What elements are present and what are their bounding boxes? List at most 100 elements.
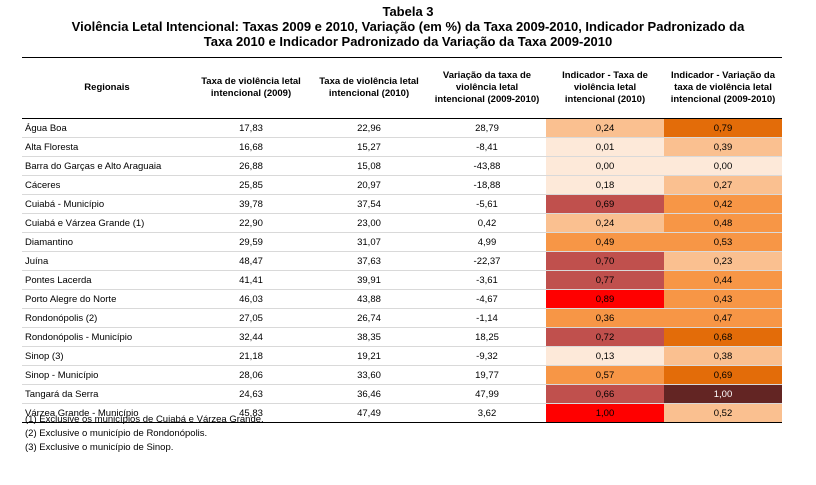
- cell-variacao: -43,88: [428, 156, 546, 176]
- cell-regional: Juína: [22, 251, 192, 271]
- footnote: (3) Exclusive o município de Sinop.: [25, 442, 174, 453]
- cell-variacao: 4,99: [428, 232, 546, 252]
- cell-variacao: -22,37: [428, 251, 546, 271]
- cell-taxa-2010: 19,21: [310, 346, 428, 366]
- cell-taxa-2010: 31,07: [310, 232, 428, 252]
- cell-indicador-variacao: 0,44: [664, 270, 782, 290]
- cell-taxa-2010: 37,54: [310, 194, 428, 214]
- cell-indicador-taxa: 0,57: [546, 365, 664, 385]
- cell-taxa-2010: 37,63: [310, 251, 428, 271]
- table-row: Tangará da Serra 24,63 36,46 47,99 0,66 1,00: [22, 384, 782, 404]
- cell-regional: Cuiabá e Várzea Grande (1): [22, 213, 192, 233]
- cell-taxa-2009: 46,03: [192, 289, 310, 309]
- header-regionais: Regionais: [84, 82, 130, 93]
- cell-taxa-2010: 20,97: [310, 175, 428, 195]
- cell-indicador-taxa: 0,70: [546, 251, 664, 271]
- cell-taxa-2009: 28,06: [192, 365, 310, 385]
- cell-regional: Sinop - Município: [22, 365, 192, 385]
- cell-indicador-variacao: 0,47: [664, 308, 782, 328]
- footnotes: (1) Exclusive os municípios de Cuiabá e …: [25, 413, 264, 455]
- cell-variacao: 47,99: [428, 384, 546, 404]
- data-table: Regionais Taxa de violência letal intenc…: [22, 57, 782, 423]
- cell-variacao: 18,25: [428, 327, 546, 347]
- cell-taxa-2009: 48,47: [192, 251, 310, 271]
- cell-taxa-2009: 22,90: [192, 213, 310, 233]
- cell-variacao: 0,42: [428, 213, 546, 233]
- header-taxa-2009: Taxa de violência letal intencional (200…: [201, 76, 301, 99]
- cell-regional: Pontes Lacerda: [22, 270, 192, 290]
- cell-taxa-2010: 15,08: [310, 156, 428, 176]
- cell-indicador-taxa: 0,89: [546, 289, 664, 309]
- cell-regional: Cáceres: [22, 175, 192, 195]
- cell-variacao: 19,77: [428, 365, 546, 385]
- cell-variacao: -4,67: [428, 289, 546, 309]
- table-row: Cuiabá - Município 39,78 37,54 -5,61 0,69 0,4…: [22, 194, 782, 214]
- cell-taxa-2009: 25,85: [192, 175, 310, 195]
- table-body: Água Boa 17,83 22,96 28,79 0,24 0,79 Alta Flor…: [22, 118, 782, 423]
- cell-taxa-2010: 26,74: [310, 308, 428, 328]
- cell-taxa-2010: 38,35: [310, 327, 428, 347]
- cell-taxa-2010: 22,96: [310, 118, 428, 138]
- cell-indicador-variacao: 0,38: [664, 346, 782, 366]
- cell-regional: Cuiabá - Município: [22, 194, 192, 214]
- cell-indicador-variacao: 0,43: [664, 289, 782, 309]
- cell-indicador-taxa: 0,24: [546, 118, 664, 138]
- cell-indicador-variacao: 0,39: [664, 137, 782, 157]
- cell-taxa-2009: 24,63: [192, 384, 310, 404]
- cell-indicador-taxa: 0,24: [546, 213, 664, 233]
- cell-taxa-2009: 32,44: [192, 327, 310, 347]
- cell-indicador-variacao: 1,00: [664, 384, 782, 404]
- cell-taxa-2009: 21,18: [192, 346, 310, 366]
- table-row: Água Boa 17,83 22,96 28,79 0,24 0,79: [22, 118, 782, 138]
- cell-regional: Água Boa: [22, 118, 192, 138]
- cell-variacao: -1,14: [428, 308, 546, 328]
- cell-indicador-variacao: 0,42: [664, 194, 782, 214]
- table-row: Barra do Garças e Alto Araguaia 26,88 15,0…: [22, 156, 782, 176]
- cell-indicador-variacao: 0,79: [664, 118, 782, 138]
- cell-regional: Sinop (3): [22, 346, 192, 366]
- cell-indicador-taxa: 0,36: [546, 308, 664, 328]
- cell-indicador-variacao: 0,00: [664, 156, 782, 176]
- cell-regional: Porto Alegre do Norte: [22, 289, 192, 309]
- table-title-line-1: Violência Letal Intencional: Taxas 2009 …: [71, 19, 745, 34]
- cell-regional: Barra do Garças e Alto Araguaia: [22, 156, 192, 176]
- table-row: Sinop - Município 28,06 33,60 19,77 0,57 0,69: [22, 365, 782, 385]
- table-row: Rondonópolis (2) 27,05 26,74 -1,14 0,36 0,47: [22, 308, 782, 328]
- cell-indicador-variacao: 0,48: [664, 213, 782, 233]
- table-row: Diamantino 29,59 31,07 4,99 0,49 0,53: [22, 232, 782, 252]
- cell-indicador-taxa: 0,13: [546, 346, 664, 366]
- cell-indicador-variacao: 0,68: [664, 327, 782, 347]
- table-row: Cáceres 25,85 20,97 -18,88 0,18 0,27: [22, 175, 782, 195]
- footnote: (1) Exclusive os municípios de Cuiabá e …: [25, 414, 264, 425]
- cell-indicador-variacao: 0,53: [664, 232, 782, 252]
- table-row: Alta Floresta 16,68 15,27 -8,41 0,01 0,39: [22, 137, 782, 157]
- cell-indicador-taxa: 0,18: [546, 175, 664, 195]
- cell-regional: Rondonópolis (2): [22, 308, 192, 328]
- cell-taxa-2010: 36,46: [310, 384, 428, 404]
- cell-taxa-2010: 15,27: [310, 137, 428, 157]
- cell-taxa-2010: 23,00: [310, 213, 428, 233]
- cell-taxa-2009: 39,78: [192, 194, 310, 214]
- header-variacao: Variação da taxa de violência letal inte…: [434, 70, 540, 105]
- header-taxa-2010: Taxa de violência letal intencional (201…: [319, 76, 419, 99]
- cell-taxa-2010: 47,49: [310, 403, 428, 423]
- cell-taxa-2009: 45,83: [192, 403, 310, 423]
- cell-taxa-2009: 41,41: [192, 270, 310, 290]
- cell-variacao: -8,41: [428, 137, 546, 157]
- cell-taxa-2009: 29,59: [192, 232, 310, 252]
- cell-indicador-taxa: 0,00: [546, 156, 664, 176]
- table-row: Várzea Grande - Município 45,83 47,49 3,62 1…: [22, 403, 782, 423]
- cell-variacao: 3,62: [428, 403, 546, 423]
- cell-taxa-2009: 27,05: [192, 308, 310, 328]
- cell-variacao: -5,61: [428, 194, 546, 214]
- header-indicador-taxa: Indicador - Taxa de violência letal inte…: [562, 70, 648, 105]
- header-indicador-variacao: Indicador - Variação da taxa de violênci…: [670, 70, 776, 105]
- cell-variacao: -9,32: [428, 346, 546, 366]
- table-row: Sinop (3) 21,18 19,21 -9,32 0,13 0,38: [22, 346, 782, 366]
- table-row: Rondonópolis - Município 32,44 38,35 18,25 0…: [22, 327, 782, 347]
- cell-taxa-2009: 17,83: [192, 118, 310, 138]
- cell-indicador-taxa: 0,49: [546, 232, 664, 252]
- table-row: Porto Alegre do Norte 46,03 43,88 -4,67 0,89…: [22, 289, 782, 309]
- table-title-line-2: Taxa 2010 e Indicador Padronizado da Var…: [203, 34, 613, 49]
- cell-indicador-variacao: 0,27: [664, 175, 782, 195]
